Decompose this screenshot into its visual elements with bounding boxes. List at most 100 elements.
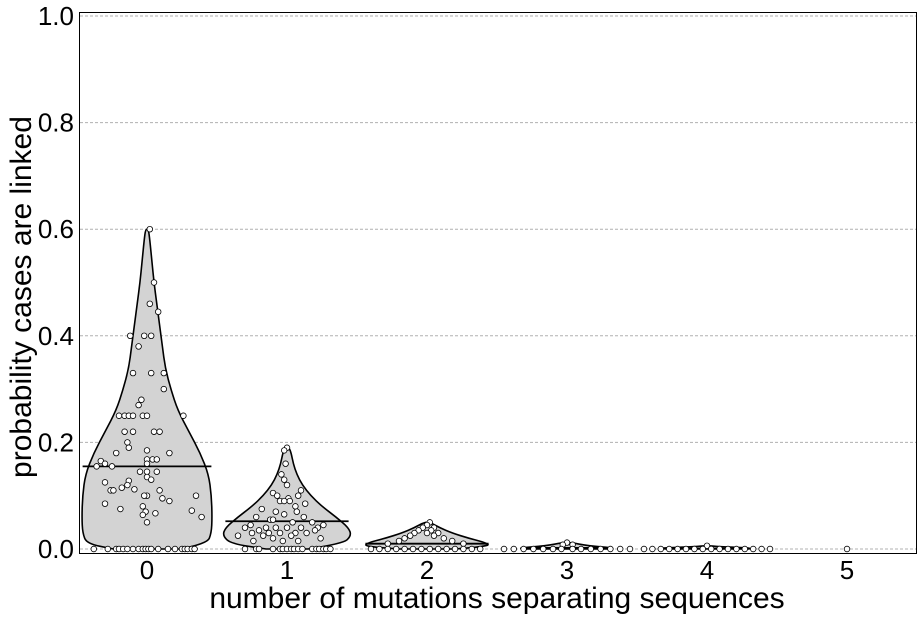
data-point <box>156 487 163 494</box>
data-point <box>666 545 673 553</box>
data-point <box>418 545 425 553</box>
data-point <box>255 545 263 553</box>
data-point <box>320 521 327 529</box>
data-point <box>460 540 467 547</box>
data-point <box>143 519 151 526</box>
x-axis-label: number of mutations separating sequences <box>209 582 784 615</box>
data-point <box>154 308 162 316</box>
data-point <box>443 545 450 553</box>
data-point <box>248 529 256 537</box>
data-point <box>146 225 153 233</box>
data-point <box>367 545 375 553</box>
data-point <box>300 513 307 521</box>
data-point <box>281 476 288 483</box>
data-point <box>234 532 242 539</box>
data-point <box>150 279 158 286</box>
data-point <box>269 516 277 523</box>
data-point <box>129 428 137 435</box>
data-point <box>124 481 131 489</box>
data-point <box>147 369 155 377</box>
data-point <box>112 449 120 457</box>
data-point <box>143 447 151 454</box>
data-point <box>530 545 537 553</box>
data-point <box>269 545 277 553</box>
data-point <box>750 545 757 553</box>
data-point <box>395 537 403 545</box>
data-point <box>733 545 740 553</box>
data-point <box>136 468 144 475</box>
data-point <box>247 521 254 529</box>
y-gridlines <box>80 15 916 550</box>
data-point <box>101 460 109 467</box>
data-point <box>159 495 166 502</box>
data-point <box>276 529 284 537</box>
data-point <box>297 487 305 494</box>
data-point <box>617 545 624 553</box>
data-point <box>255 527 263 534</box>
data-point <box>309 519 316 526</box>
data-point <box>691 545 698 553</box>
y-axis-label: probability cases are linked <box>5 116 38 478</box>
data-point <box>281 511 288 518</box>
data-point <box>143 412 151 419</box>
data-point <box>150 428 158 435</box>
data-point <box>558 545 565 553</box>
data-point <box>154 545 162 553</box>
x-tick-label: 5 <box>840 555 854 585</box>
data-point <box>272 524 279 531</box>
data-point <box>191 545 198 553</box>
violin-bodies <box>81 228 751 550</box>
y-tick-label: 0.4 <box>38 321 74 351</box>
data-point <box>117 505 124 513</box>
data-point <box>147 476 155 483</box>
data-point <box>121 428 128 435</box>
data-point <box>299 545 306 553</box>
data-point <box>265 529 272 537</box>
x-tick-label: 4 <box>700 555 714 585</box>
data-point <box>180 412 187 419</box>
data-point <box>292 503 299 510</box>
data-point <box>440 535 447 542</box>
data-point <box>129 545 137 553</box>
data-point <box>716 545 723 553</box>
data-point <box>401 545 408 553</box>
data-point <box>500 545 508 553</box>
data-point <box>147 332 155 339</box>
data-point <box>327 545 334 553</box>
data-point <box>160 385 167 393</box>
data-point <box>160 369 167 377</box>
data-point <box>156 428 163 435</box>
data-point <box>90 545 97 553</box>
data-point <box>451 545 459 553</box>
data-point <box>302 500 309 507</box>
data-point <box>269 535 277 542</box>
data-point <box>253 513 260 521</box>
data-point <box>152 510 159 517</box>
y-tick-label: 1.0 <box>38 1 74 31</box>
data-point <box>657 545 664 553</box>
data-point <box>143 460 151 467</box>
data-point <box>166 497 173 505</box>
y-tick-label: 0.0 <box>38 534 74 564</box>
data-point <box>468 545 475 553</box>
data-point <box>286 497 293 505</box>
x-tick-labels: 0 1 2 3 4 5 <box>140 555 854 585</box>
data-point <box>281 497 288 505</box>
data-point <box>135 401 142 409</box>
data-point <box>124 439 131 446</box>
y-tick-label: 0.6 <box>38 214 74 244</box>
data-point <box>283 524 291 531</box>
data-point <box>281 447 288 454</box>
data-point <box>741 545 748 553</box>
data-point <box>409 545 417 553</box>
data-point <box>682 545 690 553</box>
data-point <box>510 545 517 553</box>
y-tick-label: 0.8 <box>38 108 74 138</box>
data-point <box>640 545 648 553</box>
data-point <box>699 545 706 553</box>
data-point <box>295 492 302 499</box>
data-point <box>166 449 173 457</box>
data-point <box>407 532 414 539</box>
x-tick-label: 0 <box>140 555 154 585</box>
